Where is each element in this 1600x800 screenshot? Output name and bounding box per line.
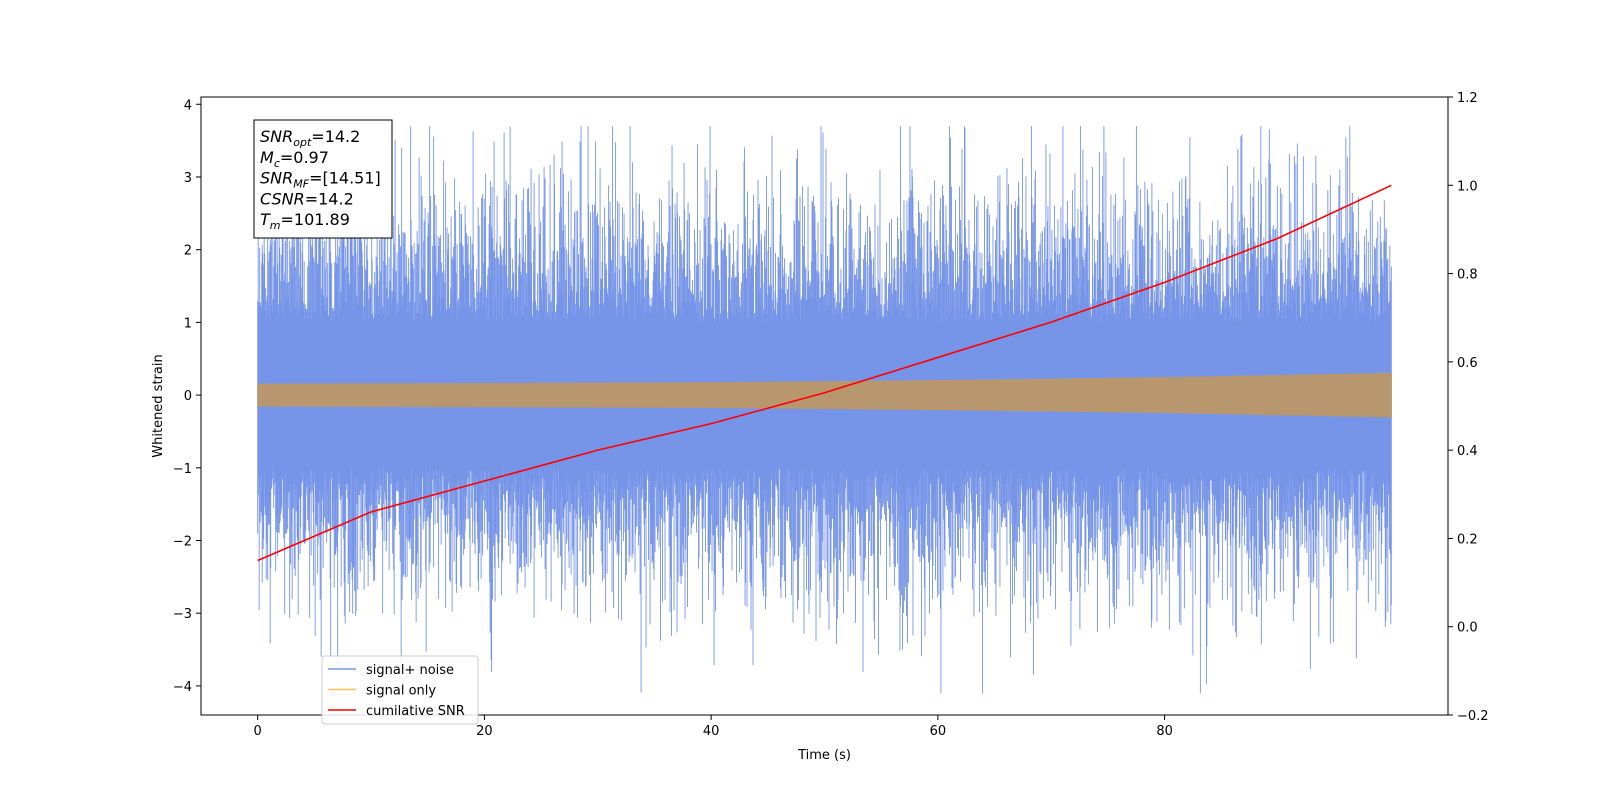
x-axis-label: Time (s) bbox=[797, 748, 851, 763]
x-tick-label: 20 bbox=[476, 724, 493, 739]
y2-tick-label: 1.0 bbox=[1457, 179, 1478, 194]
y-axis-label: Whitened strain bbox=[151, 354, 166, 457]
plot-frame bbox=[200, 96, 1449, 716]
x-tick-label: 60 bbox=[930, 724, 947, 739]
legend-label: cumilative SNR bbox=[366, 704, 465, 719]
info-line: CSNR=14.2 bbox=[260, 189, 354, 208]
y2-tick-label: 0.0 bbox=[1457, 621, 1478, 636]
y-tick-label: 0 bbox=[184, 389, 192, 404]
signal-only-line bbox=[257, 372, 1392, 418]
y-tick-label: 2 bbox=[184, 244, 192, 259]
y2-tick-label: 1.2 bbox=[1457, 91, 1478, 106]
y-tick-label: 4 bbox=[184, 98, 192, 113]
y-tick-label: −1 bbox=[173, 462, 192, 477]
cumulative-snr-line bbox=[257, 184, 1392, 562]
legend-frame bbox=[321, 655, 479, 725]
legend: signal+ noise signal only cumilative SNR bbox=[321, 655, 479, 725]
info-line: Mc=0.97 bbox=[260, 148, 329, 170]
y-tick-label: −2 bbox=[173, 535, 192, 550]
series-signal-only bbox=[257, 372, 1392, 418]
y2-tick-label: 0.8 bbox=[1457, 268, 1478, 283]
legend-label: signal+ noise bbox=[366, 663, 454, 678]
x-tick-label: 80 bbox=[1156, 724, 1173, 739]
series-cumulative-snr bbox=[257, 184, 1392, 562]
info-box-frame bbox=[253, 119, 393, 239]
y-tick-label: 1 bbox=[184, 316, 192, 331]
info-line: Tm=101.89 bbox=[260, 210, 350, 232]
x-tick-label: 0 bbox=[254, 724, 262, 739]
y2-tick-label: 0.2 bbox=[1457, 532, 1478, 547]
info-box: SNRopt=14.2Mc=0.97SNRMF=[14.51]CSNR=14.2… bbox=[253, 119, 393, 239]
y-tick-label: −4 bbox=[173, 680, 192, 695]
x-tick-label: 40 bbox=[703, 724, 720, 739]
y2-tick-label: 0.4 bbox=[1457, 444, 1478, 459]
y-tick-label: 3 bbox=[184, 171, 192, 186]
y-tick-label: −3 bbox=[173, 607, 192, 622]
info-line: SNRMF=[14.51] bbox=[260, 169, 381, 191]
axes: 0 20 40 60 80 −4 −3 −2 −1 0 1 2 3 4 −0.2 0.0 0.2 0.4 0.6 0.… bbox=[151, 91, 1489, 763]
y2-tick-label: 0.6 bbox=[1457, 356, 1478, 371]
info-line: SNRopt=14.2 bbox=[260, 127, 360, 149]
y2-tick-label: −0.2 bbox=[1457, 709, 1489, 724]
legend-label: signal only bbox=[366, 684, 436, 699]
